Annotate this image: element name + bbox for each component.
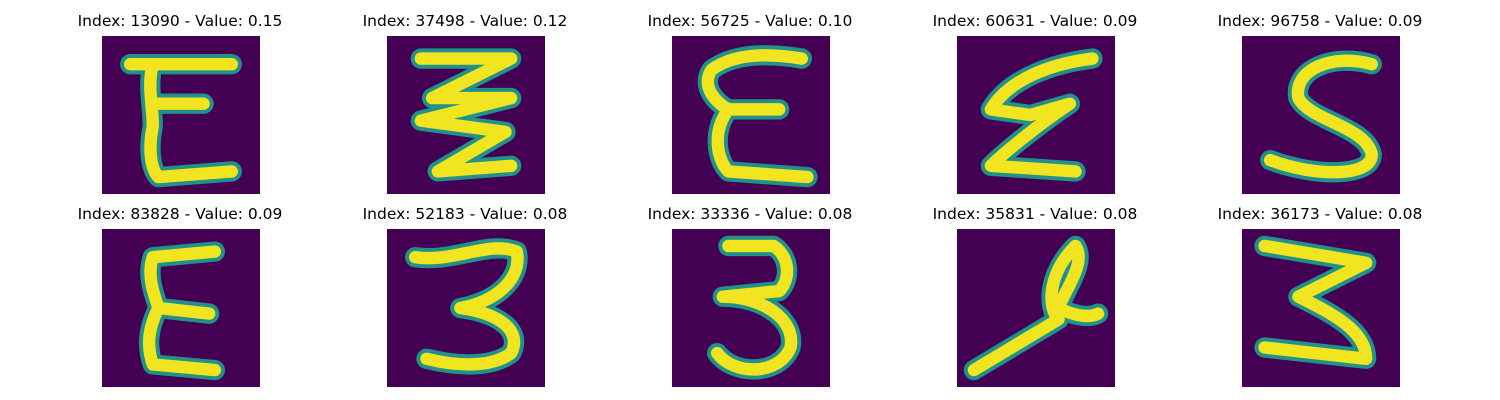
panel-title: Index: 83828 - Value: 0.09 [77, 205, 283, 223]
panel-title: Index: 96758 - Value: 0.09 [1217, 12, 1423, 30]
panel-title: Index: 13090 - Value: 0.15 [77, 12, 283, 30]
panel-title: Index: 35831 - Value: 0.08 [932, 205, 1138, 223]
panel-title: Index: 37498 - Value: 0.12 [362, 12, 568, 30]
digit-image [102, 229, 260, 387]
digit-image [672, 229, 830, 387]
digit-image [102, 36, 260, 194]
digit-image [672, 36, 830, 194]
digit-image [957, 36, 1115, 194]
panel-title: Index: 36173 - Value: 0.08 [1217, 205, 1423, 223]
panel-title: Index: 33336 - Value: 0.08 [647, 205, 853, 223]
panel-title: Index: 56725 - Value: 0.10 [647, 12, 853, 30]
digit-image [957, 229, 1115, 387]
digit-image [387, 229, 545, 387]
digit-image [1242, 229, 1400, 387]
digit-image [387, 36, 545, 194]
digit-image [1242, 36, 1400, 194]
panel-title: Index: 60631 - Value: 0.09 [932, 12, 1138, 30]
panel-title: Index: 52183 - Value: 0.08 [362, 205, 568, 223]
